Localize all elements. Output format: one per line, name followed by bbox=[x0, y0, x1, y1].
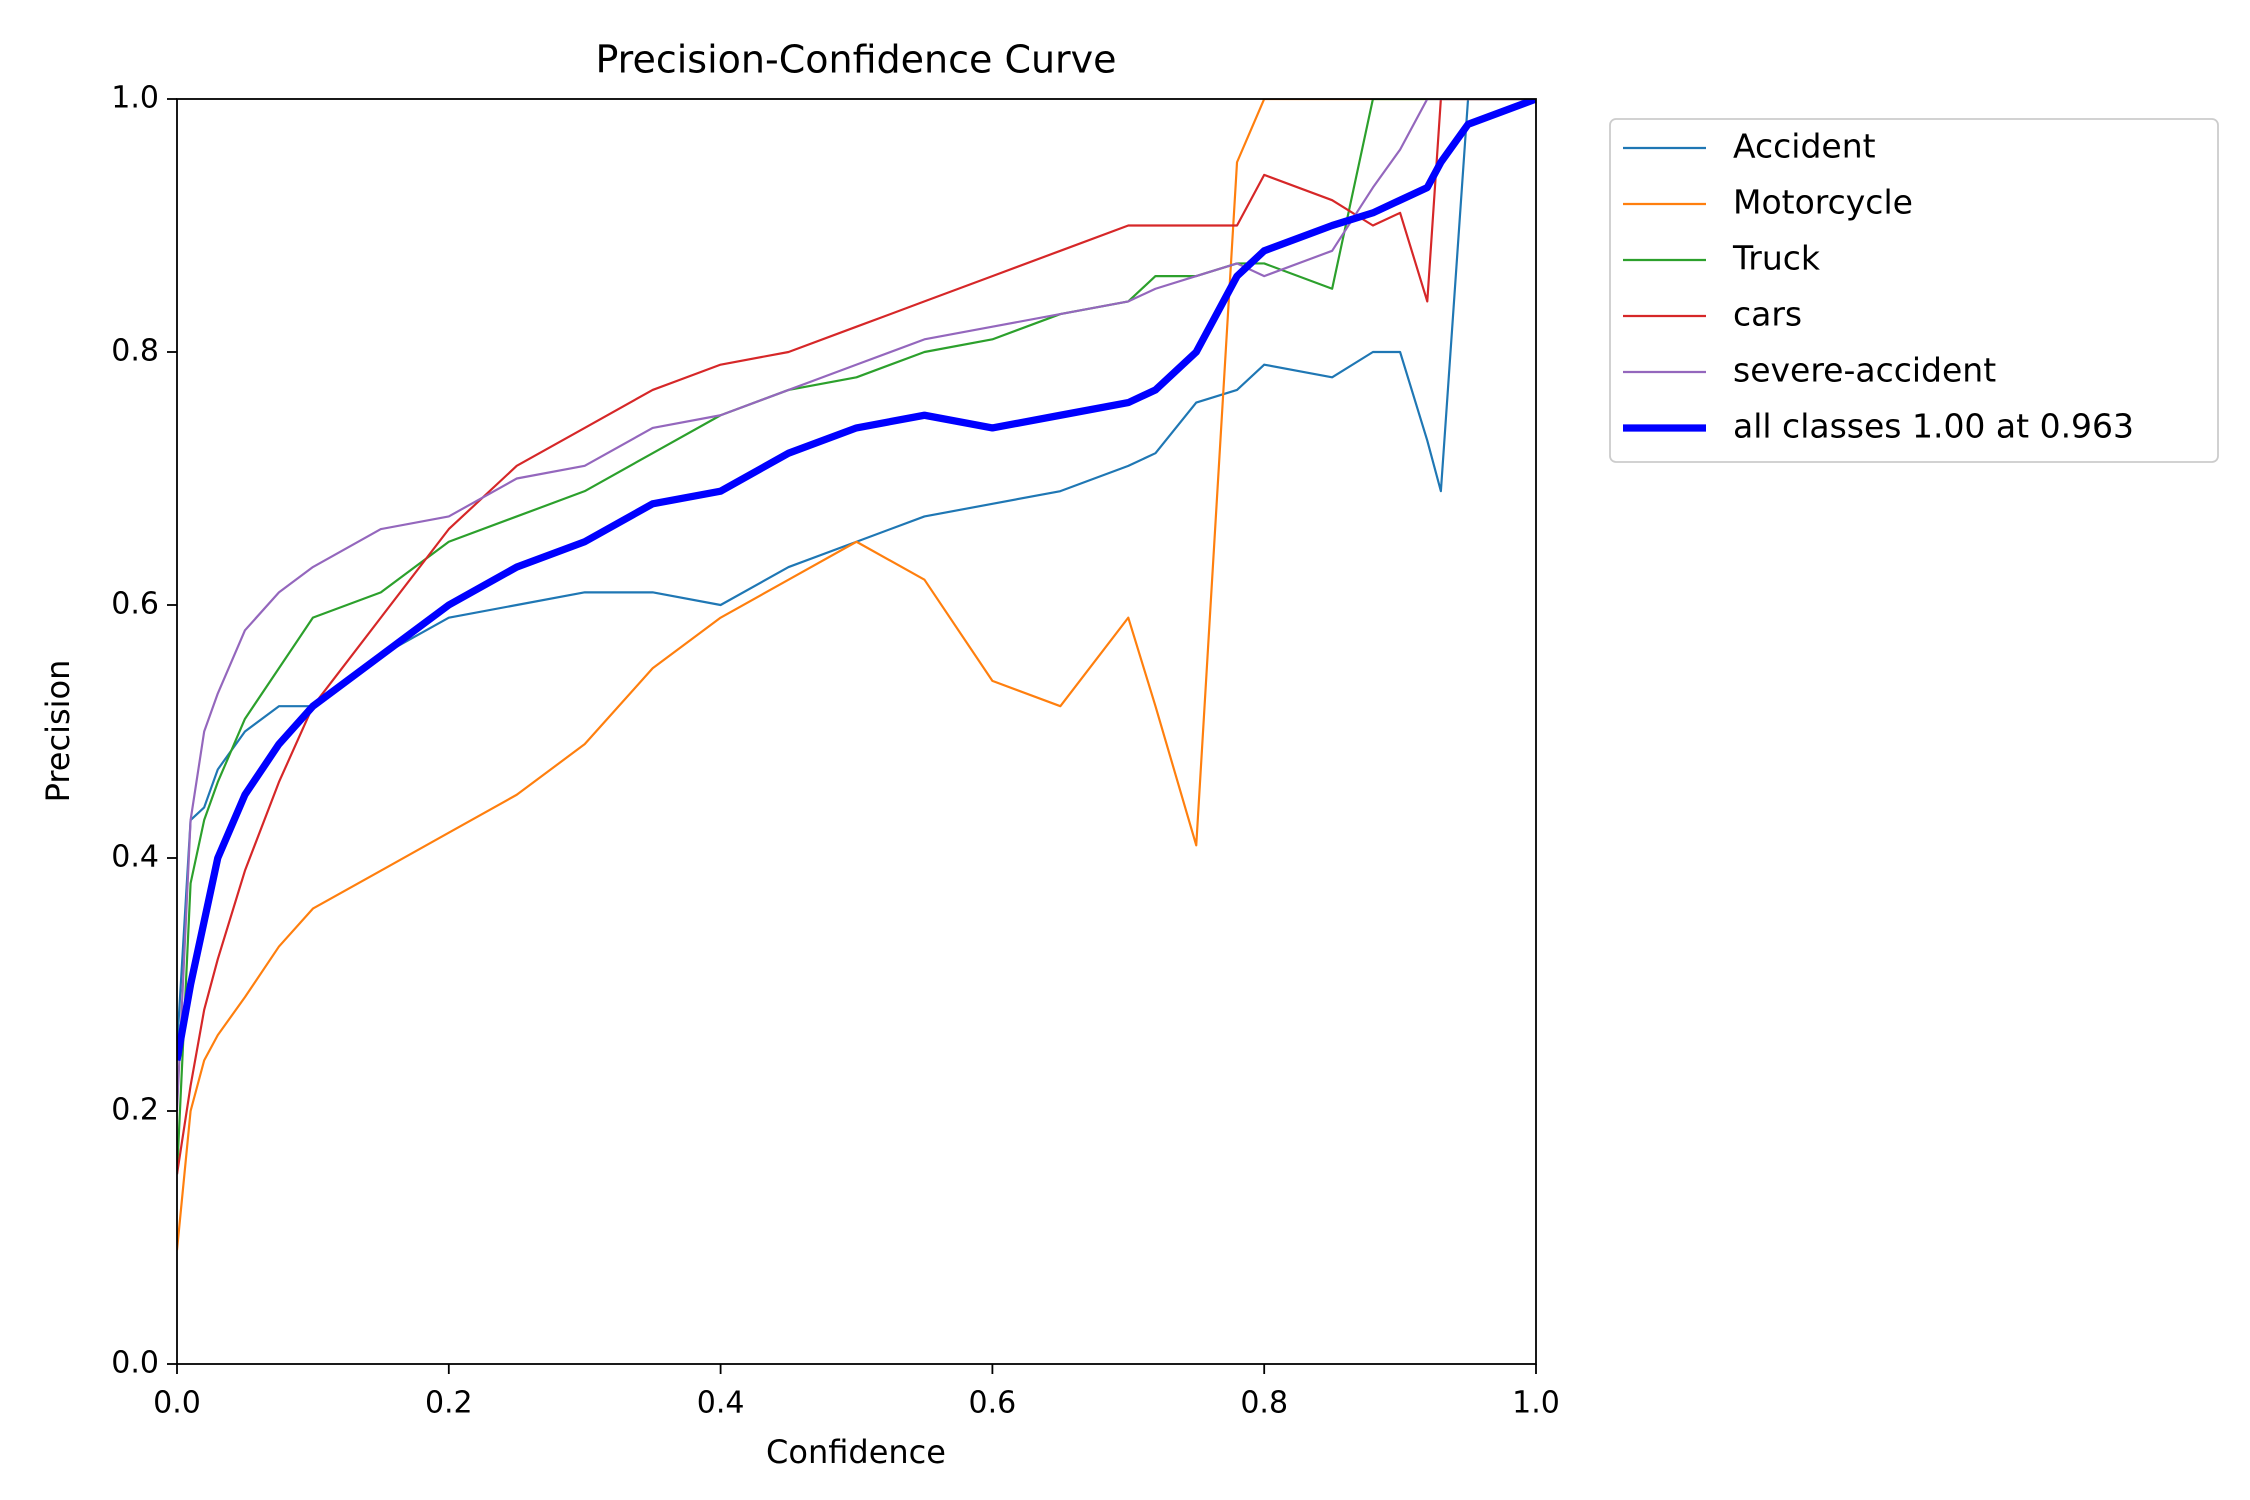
y-tick-label: 1.0 bbox=[111, 81, 159, 116]
x-tick-label: 0.2 bbox=[425, 1386, 473, 1421]
plot-lines bbox=[177, 99, 1536, 1251]
series-line bbox=[177, 99, 1536, 1175]
series-line bbox=[177, 99, 1536, 1112]
legend-label: cars bbox=[1733, 295, 1802, 334]
y-tick-label: 0.0 bbox=[111, 1346, 159, 1381]
plot-frame bbox=[176, 98, 1537, 1365]
series-line bbox=[177, 99, 1536, 1048]
legend-box bbox=[1609, 118, 2219, 463]
y-tick-label: 0.8 bbox=[111, 334, 159, 369]
series-line bbox=[177, 99, 1536, 1251]
x-axis-label: Confidence bbox=[766, 1433, 946, 1471]
y-axis-label: Precision bbox=[39, 660, 77, 803]
chart-title: Precision-Confidence Curve bbox=[595, 38, 1116, 82]
legend-label: all classes 1.00 at 0.963 bbox=[1733, 407, 2134, 446]
series-line bbox=[177, 99, 1536, 1062]
x-tick-label: 0.4 bbox=[697, 1386, 745, 1421]
x-tick-label: 0.6 bbox=[969, 1386, 1017, 1421]
legend-label: Truck bbox=[1732, 239, 1821, 278]
x-tick-label: 0.0 bbox=[153, 1386, 201, 1421]
y-tick-label: 0.2 bbox=[111, 1093, 159, 1128]
y-tick-label: 0.4 bbox=[111, 840, 159, 875]
legend-label: Accident bbox=[1733, 127, 1876, 166]
x-tick-label: 0.8 bbox=[1240, 1386, 1288, 1421]
y-tick-label: 0.6 bbox=[111, 587, 159, 622]
series-line bbox=[177, 99, 1536, 1175]
x-tick-label: 1.0 bbox=[1512, 1386, 1560, 1421]
legend-label: severe-accident bbox=[1733, 351, 1996, 390]
legend-label: Motorcycle bbox=[1733, 183, 1913, 222]
